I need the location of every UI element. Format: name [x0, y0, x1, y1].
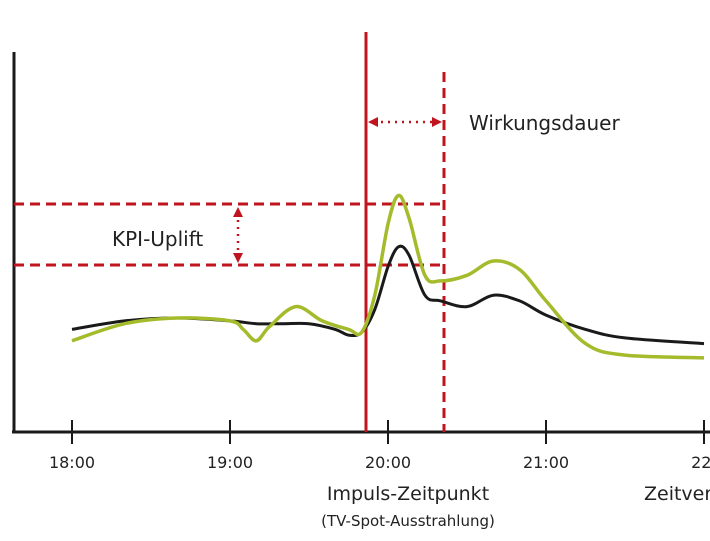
uplift-label: KPI-Uplift	[112, 227, 203, 251]
x-tick-label: 20:00	[365, 453, 411, 472]
uplift-arrow	[233, 207, 243, 263]
x-tick-label: 18:00	[49, 453, 95, 472]
x-ticks	[71, 420, 705, 444]
impulse-label: Impuls-Zeitpunkt	[327, 483, 489, 505]
x-axis-label: Zeitver	[644, 483, 710, 505]
x-tick-labels: 18:00 19:00 20:00 21:00 22:	[49, 453, 710, 472]
x-tick-label: 21:00	[523, 453, 569, 472]
x-tick-label: 19:00	[207, 453, 253, 472]
impulse-sublabel: (TV-Spot-Ausstrahlung)	[321, 512, 495, 530]
duration-arrow	[368, 117, 442, 127]
duration-label: Wirkungsdauer	[469, 111, 620, 135]
series-line-black	[71, 244, 705, 346]
series-line-green	[71, 193, 705, 360]
x-tick-label: 22:	[691, 453, 710, 472]
